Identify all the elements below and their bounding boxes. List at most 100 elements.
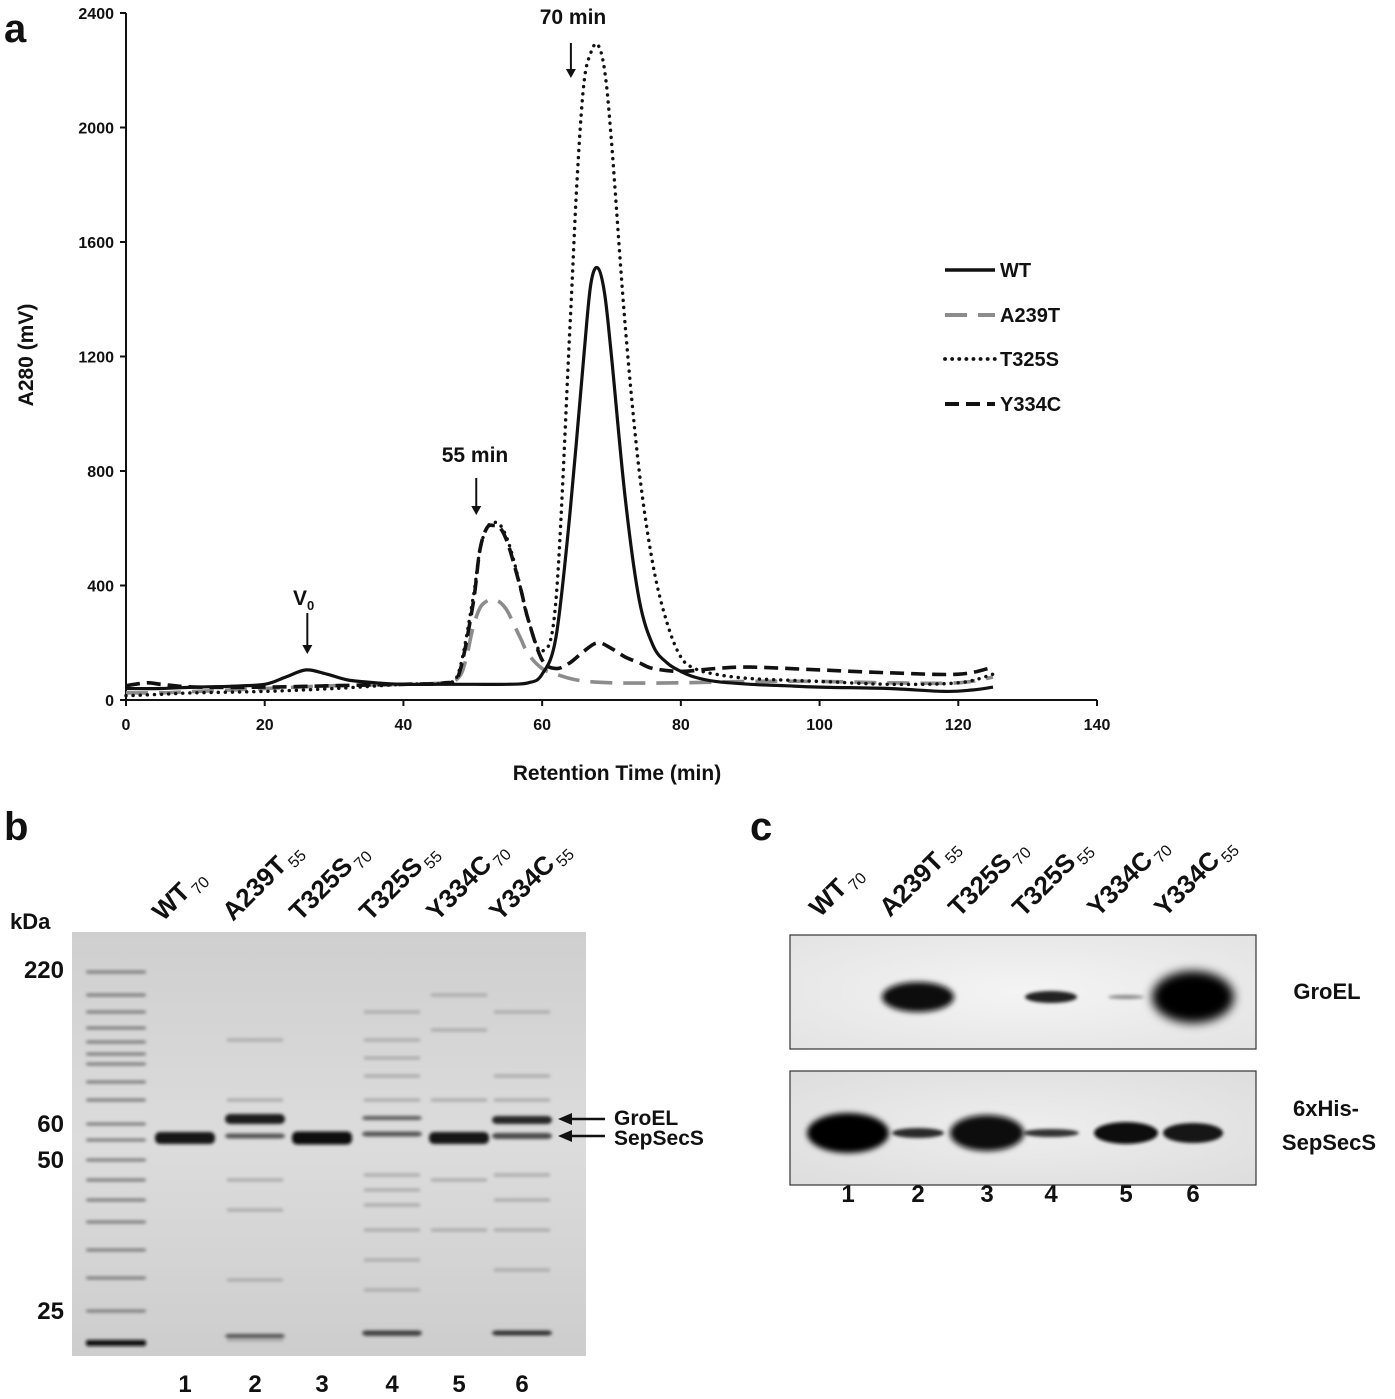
gel-lane-numbers: 1 2 3 4 5 6	[178, 1371, 528, 1398]
panel-c-letter: c	[750, 805, 772, 849]
gel-faint-band	[364, 1038, 420, 1042]
x-tick-label: 40	[395, 717, 413, 734]
x-tick-label: 20	[256, 717, 274, 734]
gel-lane-number-1: 1	[178, 1371, 191, 1398]
gel-ladder-band	[86, 1198, 146, 1202]
y-tick-label: 0	[105, 693, 114, 710]
gel-faint-band	[227, 1278, 283, 1282]
gel-faint-band	[494, 1268, 550, 1272]
gel-lane-header-1: WT70	[146, 862, 213, 929]
gel-faint-band	[494, 1228, 550, 1232]
gel-ladder-band	[86, 1052, 146, 1056]
gel-band-lane-4	[362, 1131, 422, 1137]
gel-faint-band	[431, 993, 487, 997]
blot-sepsecs-band-lane-5	[1094, 1122, 1158, 1144]
y-tick-label: 2400	[78, 6, 114, 23]
gel-lane-header-main: A239T	[216, 850, 292, 926]
x-tick-label: 0	[122, 717, 131, 734]
gel-lane-number-5: 5	[452, 1371, 465, 1398]
gel-ladder-band	[86, 1010, 146, 1014]
gel-ladder-band	[86, 970, 146, 974]
blot-lane-number-3: 3	[980, 1181, 993, 1208]
panel-a: a 0 20 40 60 80 100 120 140 0 400 800 1200 1600 2000 2…	[4, 6, 1110, 785]
blot-groel-band-lane-2	[882, 982, 954, 1012]
gel-band-lane-2	[225, 1334, 285, 1338]
gel-faint-band	[364, 1010, 420, 1014]
x-tick-label: 140	[1084, 717, 1111, 734]
marker-label-60: 60	[37, 1111, 64, 1138]
gel-band-lane-6	[492, 1116, 552, 1124]
blot-sepsecs-band-lane-3	[950, 1115, 1024, 1151]
gel-faint-band	[494, 1010, 550, 1014]
series-line-y334c	[125, 523, 994, 690]
gel-lane-number-4: 4	[385, 1371, 399, 1398]
chart-legend: WT A239T T325S Y334C	[943, 260, 1061, 416]
gel-ladder-band	[86, 1138, 146, 1142]
gel-faint-band	[431, 1098, 487, 1102]
blot-lane-numbers: 1 2 3 4 5 6	[841, 1181, 1199, 1208]
gel-faint-band	[364, 1288, 420, 1292]
y-tick-label: 1200	[78, 350, 114, 367]
gel-ladder-band	[86, 1276, 146, 1280]
gel-faint-band	[364, 1188, 420, 1192]
gel-faint-band	[494, 1173, 550, 1177]
gel-faint-band	[227, 1208, 283, 1212]
gel-band-lane-5	[429, 1132, 489, 1144]
annotation-70min-arrow-head	[565, 69, 576, 78]
gel-faint-band	[227, 1038, 283, 1042]
gel-ladder-band	[86, 1158, 146, 1162]
blot-lane-number-5: 5	[1119, 1181, 1132, 1208]
gel-faint-band	[364, 1203, 420, 1207]
blot-lane-header-main: WT	[803, 872, 853, 922]
marker-labels: 220 60 50 25	[24, 957, 64, 1325]
gel-ladder-band	[86, 993, 146, 997]
gel-ladder-band	[86, 1026, 146, 1030]
blot-lane-number-1: 1	[841, 1181, 854, 1208]
gel-band-lane-1	[155, 1132, 215, 1144]
y-tick-label: 2000	[78, 121, 114, 138]
blot-groel-band-lane-5	[1108, 995, 1144, 999]
sepsecs-arrow-head	[558, 1130, 572, 1142]
marker-label-220: 220	[24, 957, 64, 984]
gel-faint-band	[364, 1173, 420, 1177]
chart-annotations: 70 min 55 min V0	[293, 6, 606, 654]
gel-lane-header-6: Y334C55	[483, 834, 578, 929]
gel-band-lane-6	[492, 1133, 552, 1139]
blot-label-groel: GroEL	[1293, 979, 1360, 1004]
gel-ladder-band	[86, 1340, 146, 1346]
y-tick-label: 400	[87, 579, 114, 596]
blot-label-sepsecs-line1: 6xHis-	[1293, 1096, 1359, 1121]
y-tick-label: 800	[87, 464, 114, 481]
gel-faint-band	[227, 1338, 283, 1342]
gel-lane-number-3: 3	[315, 1371, 328, 1398]
gel-faint-band	[364, 1228, 420, 1232]
blot-lane-header-1: WT70	[803, 858, 870, 925]
chart-series	[124, 41, 995, 698]
annotation-55min: 55 min	[442, 444, 509, 467]
gel-ladder-band	[86, 1220, 146, 1224]
annotation-v0-sub: 0	[307, 598, 314, 613]
marker-label-50: 50	[37, 1147, 64, 1174]
kda-label: kDa	[10, 909, 51, 934]
gel-ladder-band	[86, 1062, 146, 1066]
blot-groel-band-lane-4	[1025, 991, 1077, 1003]
annotation-v0-arrow-head	[302, 645, 313, 654]
gel-faint-band	[431, 1228, 487, 1232]
gel-ladder-band	[86, 1080, 146, 1084]
band-label-sepsecs: SepSecS	[614, 1127, 704, 1150]
gel-band-lane-4	[362, 1330, 422, 1336]
x-axis-label: Retention Time (min)	[513, 762, 721, 785]
y-tick-label: 1600	[78, 235, 114, 252]
legend-label-y334c: Y334C	[1000, 394, 1061, 416]
x-tick-label: 120	[945, 717, 972, 734]
gel-lane-number-2: 2	[248, 1371, 261, 1398]
annotation-70min: 70 min	[540, 6, 607, 29]
y-axis-label: A280 (mV)	[15, 304, 38, 407]
series-line-wt	[125, 265, 994, 694]
gel-faint-band	[364, 1056, 420, 1060]
panel-c: c WT70 A239T55T325S70T325S55Y334C70Y334C5…	[750, 805, 1376, 1208]
legend-label-a239t: A239T	[1000, 305, 1060, 327]
